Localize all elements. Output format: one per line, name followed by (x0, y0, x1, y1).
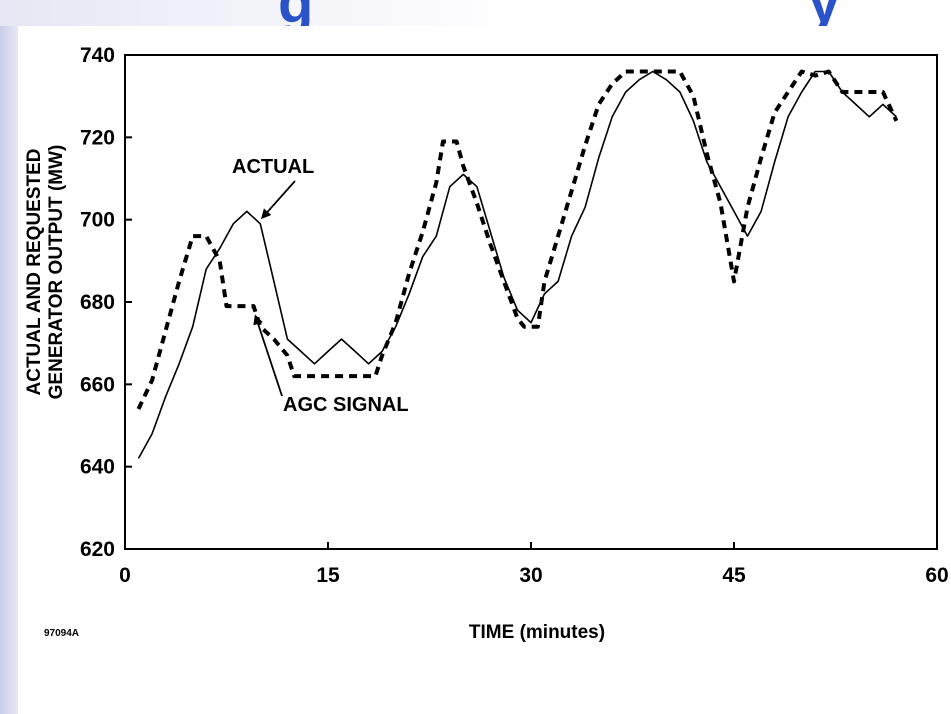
y-tick-label: 620 (80, 538, 115, 561)
y-tick-label: 640 (80, 456, 115, 479)
slide-left-accent (0, 0, 18, 714)
annotation-agc-arrow (253, 314, 283, 397)
y-axis-label-line-2: GENERATOR OUTPUT (MW) (46, 145, 67, 400)
y-tick-label: 720 (80, 126, 115, 149)
plot-area-frame (124, 54, 938, 550)
y-tick-label: 740 (80, 44, 115, 67)
y-tick-label: 700 (80, 209, 115, 232)
annotation-agc-label: AGC SIGNAL (283, 394, 409, 416)
series-layer (136, 69, 899, 459)
x-tick-label: 0 (119, 564, 131, 587)
y-axis-label-line-1: ACTUAL AND REQUESTED (24, 148, 45, 395)
x-tick-label: 60 (925, 564, 948, 587)
x-tick-label: 15 (316, 564, 340, 587)
y-axis: 620 640 660 680 700 720 740 (80, 44, 132, 561)
actual-series-line (137, 70, 897, 459)
x-axis: 0 15 30 45 60 (119, 542, 949, 587)
slide-title-banner: g y (0, 0, 951, 26)
x-tick-label: 45 (722, 564, 746, 587)
annotation-actual-arrow (261, 180, 296, 220)
x-tick-label: 30 (519, 564, 542, 587)
agc-signal-series-line (136, 69, 899, 410)
figure-code: 97094A (44, 628, 80, 639)
title-fragment-right: y (808, 0, 840, 26)
x-axis-label: TIME (minutes) (469, 622, 605, 643)
annotation-layer: ACTUAL AGC SIGNAL (232, 156, 409, 416)
y-tick-label: 660 (80, 373, 115, 396)
annotation-actual-label: ACTUAL (232, 156, 314, 178)
y-tick-label: 680 (80, 291, 115, 314)
title-fragment-left: g (278, 0, 313, 26)
